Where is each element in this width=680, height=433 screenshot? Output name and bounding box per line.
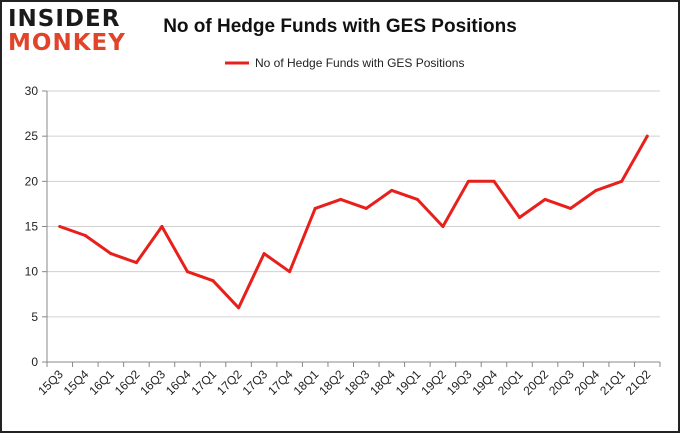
x-tick-label: 21Q1 bbox=[597, 367, 628, 398]
logo-line1: INSIDER bbox=[8, 6, 121, 32]
x-tick-label: 16Q2 bbox=[112, 367, 143, 398]
x-tick-label: 16Q3 bbox=[137, 367, 168, 398]
x-tick-label: 17Q4 bbox=[265, 367, 296, 398]
data-point bbox=[313, 206, 317, 210]
x-tick-label: 18Q2 bbox=[316, 367, 347, 398]
data-point bbox=[441, 225, 445, 228]
x-tick-label: 17Q3 bbox=[240, 367, 271, 398]
y-tick-label: 15 bbox=[25, 220, 39, 234]
logo-line2: MONKEY bbox=[8, 30, 126, 56]
chart-title: No of Hedge Funds with GES Positions bbox=[163, 16, 517, 37]
data-point bbox=[237, 306, 241, 310]
data-point bbox=[569, 206, 573, 210]
data-point bbox=[645, 134, 649, 138]
x-tick-label: 20Q1 bbox=[495, 367, 526, 398]
x-tick-label: 17Q1 bbox=[188, 367, 219, 398]
x-tick-label: 20Q4 bbox=[572, 367, 603, 398]
y-tick-label: 25 bbox=[25, 129, 39, 143]
y-tick-label: 0 bbox=[31, 355, 38, 369]
data-point bbox=[211, 279, 215, 283]
tick-labels: 0 5 10 15 20 25 30 15Q315Q416Q116Q216Q316Q417Q1… bbox=[25, 84, 654, 398]
x-tick-label: 19Q2 bbox=[418, 367, 449, 398]
x-tick-label: 19Q1 bbox=[393, 367, 424, 398]
series-line-0 bbox=[58, 134, 649, 310]
data-point bbox=[134, 261, 138, 265]
data-point bbox=[543, 197, 547, 201]
legend-label: No of Hedge Funds with GES Positions bbox=[255, 56, 464, 70]
data-point bbox=[390, 188, 394, 192]
data-point bbox=[58, 225, 62, 228]
x-tick-label: 17Q2 bbox=[214, 367, 245, 398]
data-point bbox=[288, 270, 292, 274]
x-tick-label: 20Q3 bbox=[546, 367, 577, 398]
x-tick-label: 15Q4 bbox=[61, 367, 92, 398]
data-point bbox=[594, 188, 598, 192]
x-tick-label: 15Q3 bbox=[35, 367, 66, 398]
data-point bbox=[492, 179, 496, 183]
x-tick-label: 16Q1 bbox=[86, 367, 117, 398]
x-tick-label: 21Q2 bbox=[623, 367, 654, 398]
data-point bbox=[339, 197, 343, 201]
x-tick-label: 19Q3 bbox=[444, 367, 475, 398]
y-tick-label: 30 bbox=[25, 84, 39, 98]
series-layer bbox=[58, 134, 649, 310]
x-tick-label: 18Q1 bbox=[291, 367, 322, 398]
x-tick-label: 18Q4 bbox=[367, 367, 398, 398]
gridlines bbox=[47, 90, 660, 318]
data-point bbox=[83, 234, 87, 238]
data-point bbox=[518, 215, 522, 219]
insider-monkey-logo: INSIDER MONKEY bbox=[8, 6, 130, 56]
data-point bbox=[185, 270, 189, 274]
data-point bbox=[109, 252, 113, 256]
axes bbox=[42, 90, 661, 367]
data-point bbox=[620, 179, 624, 183]
x-tick-label: 16Q4 bbox=[163, 367, 194, 398]
y-tick-label: 20 bbox=[25, 174, 39, 188]
data-point bbox=[415, 197, 419, 201]
data-point bbox=[262, 252, 266, 256]
data-point bbox=[364, 206, 368, 210]
x-tick-label: 20Q2 bbox=[521, 367, 552, 398]
data-point bbox=[466, 179, 470, 183]
x-tick-label: 18Q3 bbox=[342, 367, 373, 398]
x-tick-label: 19Q4 bbox=[469, 367, 500, 398]
y-tick-label: 10 bbox=[25, 265, 39, 279]
legend: No of Hedge Funds with GES Positions bbox=[225, 56, 464, 70]
y-tick-label: 5 bbox=[31, 310, 38, 324]
data-point bbox=[160, 225, 164, 228]
